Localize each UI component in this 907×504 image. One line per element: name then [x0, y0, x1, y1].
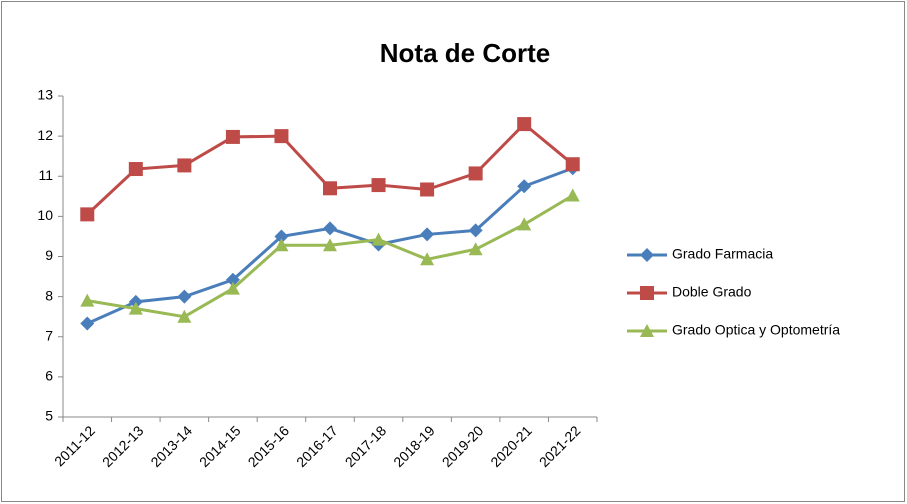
data-point	[565, 157, 580, 172]
data-point	[565, 188, 580, 202]
data-point	[420, 227, 435, 242]
data-point	[177, 158, 192, 173]
data-point	[468, 166, 483, 181]
data-point	[371, 232, 386, 246]
data-point	[517, 117, 532, 132]
data-point	[517, 179, 532, 194]
data-point	[468, 223, 483, 238]
data-point	[225, 281, 240, 295]
data-point	[225, 272, 240, 287]
legend-label: Grado Farmacia	[672, 246, 773, 262]
legend-marker	[640, 324, 654, 337]
y-tick-label: 7	[45, 327, 53, 343]
data-point	[177, 289, 192, 304]
data-point	[80, 316, 95, 331]
legend-marker	[640, 248, 654, 262]
data-point	[468, 242, 483, 256]
data-point	[323, 238, 337, 252]
data-point	[323, 221, 337, 236]
data-point	[128, 301, 143, 315]
data-point	[177, 309, 192, 323]
y-tick-label: 8	[45, 287, 53, 303]
y-tick-label: 13	[37, 87, 53, 103]
data-point	[420, 182, 435, 197]
data-point	[371, 178, 386, 193]
legend-label: Doble Grado	[672, 284, 752, 300]
data-point	[80, 207, 95, 222]
y-tick-label: 10	[37, 207, 53, 223]
y-tick-label: 5	[45, 408, 53, 424]
data-point	[323, 181, 337, 196]
legend-label: Grado Optica y Optometría	[672, 322, 840, 338]
data-point	[128, 162, 143, 177]
legend-marker	[640, 286, 654, 300]
data-point	[274, 238, 289, 252]
data-point	[517, 217, 532, 231]
data-point	[225, 129, 240, 144]
data-point	[80, 293, 95, 307]
chart-title: Nota de Corte	[380, 38, 550, 68]
data-point	[274, 129, 289, 144]
y-tick-label: 6	[45, 368, 53, 384]
y-tick-label: 9	[45, 247, 53, 263]
data-point	[420, 252, 435, 266]
data-point	[274, 229, 289, 244]
y-tick-label: 11	[38, 167, 53, 183]
y-tick-label: 12	[37, 127, 53, 143]
